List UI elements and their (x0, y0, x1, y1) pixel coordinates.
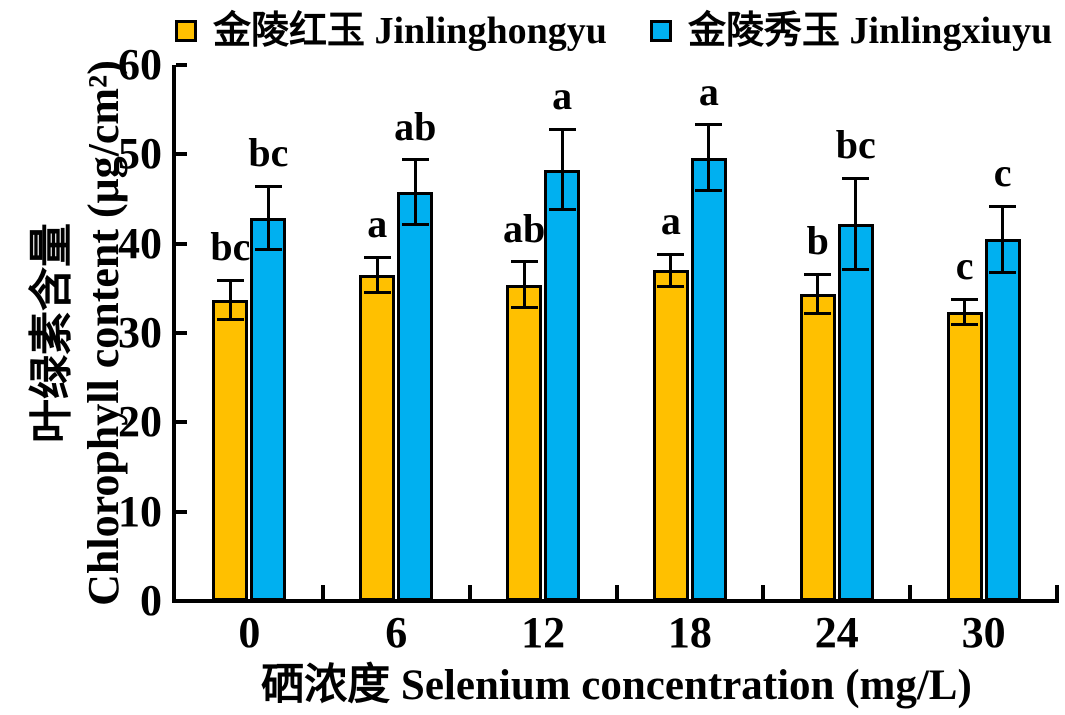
significance-letter: ab (394, 103, 437, 149)
error-bar-cap-top (695, 123, 723, 127)
significance-letter: b (806, 218, 829, 264)
bar-jinlingxiuyu (544, 169, 581, 601)
bar-jinlinghongyu (799, 293, 836, 601)
y-axis-tick (176, 241, 187, 246)
error-bar-cap-bottom (804, 311, 832, 315)
legend-entry-jinlinghongyu: 金陵红玉 Jinlinghongyu (175, 12, 607, 50)
x-tick-label: 24 (814, 608, 859, 657)
significance-letter: a (698, 68, 719, 114)
orange-square-swatch (175, 20, 197, 42)
bar-jinlingxiuyu (837, 224, 874, 601)
error-bar-cap-top (842, 176, 870, 180)
error-bar-cap-bottom (254, 247, 282, 251)
error-bar-line (707, 124, 711, 191)
error-bar-cap-bottom (657, 285, 685, 289)
x-tick-label: 12 (521, 608, 566, 657)
legend-entry-jinlingxiuyu: 金陵秀玉 Jinlingxiuyu (650, 12, 1052, 50)
error-bar-cap-bottom (842, 268, 870, 272)
x-tick-label: 0 (238, 608, 261, 657)
error-bar-cap-top (989, 204, 1017, 208)
error-bar-cap-top (951, 297, 979, 301)
error-bar-line (375, 257, 379, 293)
error-bar-cap-top (657, 252, 685, 256)
error-bar-line (816, 274, 820, 314)
x-axis-tick (761, 585, 766, 601)
y-tick-label: 10 (118, 486, 162, 536)
error-bar-line (963, 299, 967, 325)
y-axis-line (172, 65, 176, 603)
error-bar-cap-top (548, 127, 576, 131)
error-bar-line (560, 129, 564, 210)
x-axis-tick (467, 585, 472, 601)
bar-jinlingxiuyu (984, 239, 1021, 601)
bar-jinlingxiuyu (690, 157, 727, 601)
error-bar-line (522, 261, 526, 308)
error-bar-cap-top (401, 158, 429, 162)
error-bar-line (669, 254, 673, 287)
error-bar-line (854, 178, 858, 270)
y-tick-label: 60 (118, 40, 162, 89)
significance-letter: a (552, 73, 573, 119)
bar-jinlinghongyu (359, 274, 396, 601)
significance-letter: ab (502, 205, 546, 251)
significance-letter: bc (210, 224, 251, 270)
error-bar-cap-top (804, 272, 832, 276)
legend-label-jinlingxiuyu: 金陵秀玉 Jinlingxiuyu (688, 10, 1053, 52)
significance-letter: bc (248, 130, 289, 176)
error-bar-line (266, 186, 270, 250)
x-tick-label: 6 (385, 608, 408, 657)
bar-jinlinghongyu (946, 311, 983, 601)
y-axis-tick (176, 331, 187, 335)
error-bar-cap-bottom (216, 318, 244, 322)
error-bar-cap-bottom (510, 306, 538, 310)
x-axis-line (172, 599, 1059, 603)
error-bar-cap-top (254, 184, 282, 188)
bar-jinlingxiuyu (250, 217, 287, 601)
bar-jinlinghongyu (212, 299, 249, 601)
error-bar-line (228, 280, 232, 320)
significance-letter: bc (835, 122, 876, 168)
x-tick-label: 18 (667, 608, 712, 657)
y-tick-label: 50 (118, 129, 162, 179)
x-axis-tick (614, 585, 619, 601)
significance-letter: c (993, 150, 1012, 196)
error-bar-cap-top (510, 260, 538, 264)
y-axis-tick (176, 63, 187, 67)
y-tick-label: 40 (118, 218, 162, 268)
bar-jinlinghongyu (652, 270, 689, 601)
legend-label-jinlinghongyu: 金陵红玉 Jinlinghongyu (213, 10, 607, 52)
significance-letter: a (367, 201, 388, 247)
error-bar-cap-bottom (401, 222, 429, 226)
blue-square-swatch (650, 20, 672, 42)
x-tick-label: 30 (961, 608, 1006, 657)
y-tick-label: 30 (118, 308, 162, 357)
significance-letter: c (955, 243, 974, 289)
x-axis-label: 硒浓度 Selenium concentration (mg/L) (261, 662, 972, 709)
x-axis-tick (1055, 585, 1059, 601)
error-bar-cap-bottom (695, 189, 723, 193)
bar-jinlingxiuyu (397, 191, 434, 601)
error-bar-cap-bottom (363, 291, 391, 295)
error-bar-cap-top (216, 278, 244, 282)
bar-jinlinghongyu (506, 284, 543, 601)
y-axis-tick (176, 509, 187, 514)
error-bar-line (1001, 206, 1005, 273)
y-tick-label: 0 (140, 576, 162, 625)
significance-letter: a (660, 198, 681, 244)
error-bar-cap-top (363, 255, 391, 259)
error-bar-cap-bottom (548, 208, 576, 212)
error-bar-cap-bottom (989, 270, 1017, 274)
x-axis-tick (908, 585, 913, 601)
y-tick-label: 20 (118, 397, 162, 447)
y-axis-tick (176, 420, 187, 425)
y-axis-tick (176, 152, 187, 157)
error-bar-cap-bottom (951, 322, 979, 326)
x-axis-tick (320, 585, 325, 601)
error-bar-line (413, 159, 417, 224)
